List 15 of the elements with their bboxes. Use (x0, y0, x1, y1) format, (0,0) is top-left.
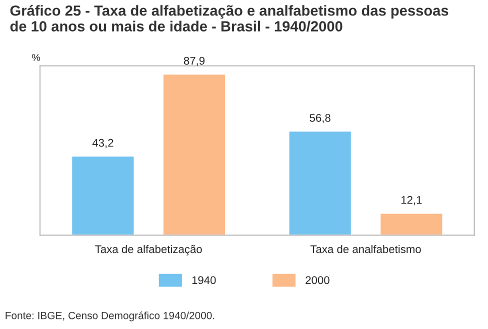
x-tick-label: Taxa de alfabetização (95, 244, 202, 256)
bar (70, 155, 136, 236)
data-label: 87,9 (184, 56, 205, 66)
legend-label: 1940 (192, 276, 216, 284)
data-label: 12,1 (401, 196, 422, 206)
y-axis-title: % (32, 54, 40, 61)
bar (288, 130, 352, 236)
x-tick-label: Taxa de analfabetismo (310, 244, 421, 254)
bar (162, 73, 226, 236)
legend-label: 2000 (306, 276, 330, 284)
chart-title: Gráfico 25 - Taxa de alfabetização e analfabetismo das pessoas de 10 anos ou mais de idade - Brasil - 1940/2000 (10, 4, 448, 32)
data-label: 43,2 (92, 138, 114, 148)
data-label: 56,8 (310, 114, 330, 124)
bar (379, 212, 444, 236)
source-note: Fonte: IBGE, Censo Demográfico 1940/2000. (6, 311, 214, 322)
